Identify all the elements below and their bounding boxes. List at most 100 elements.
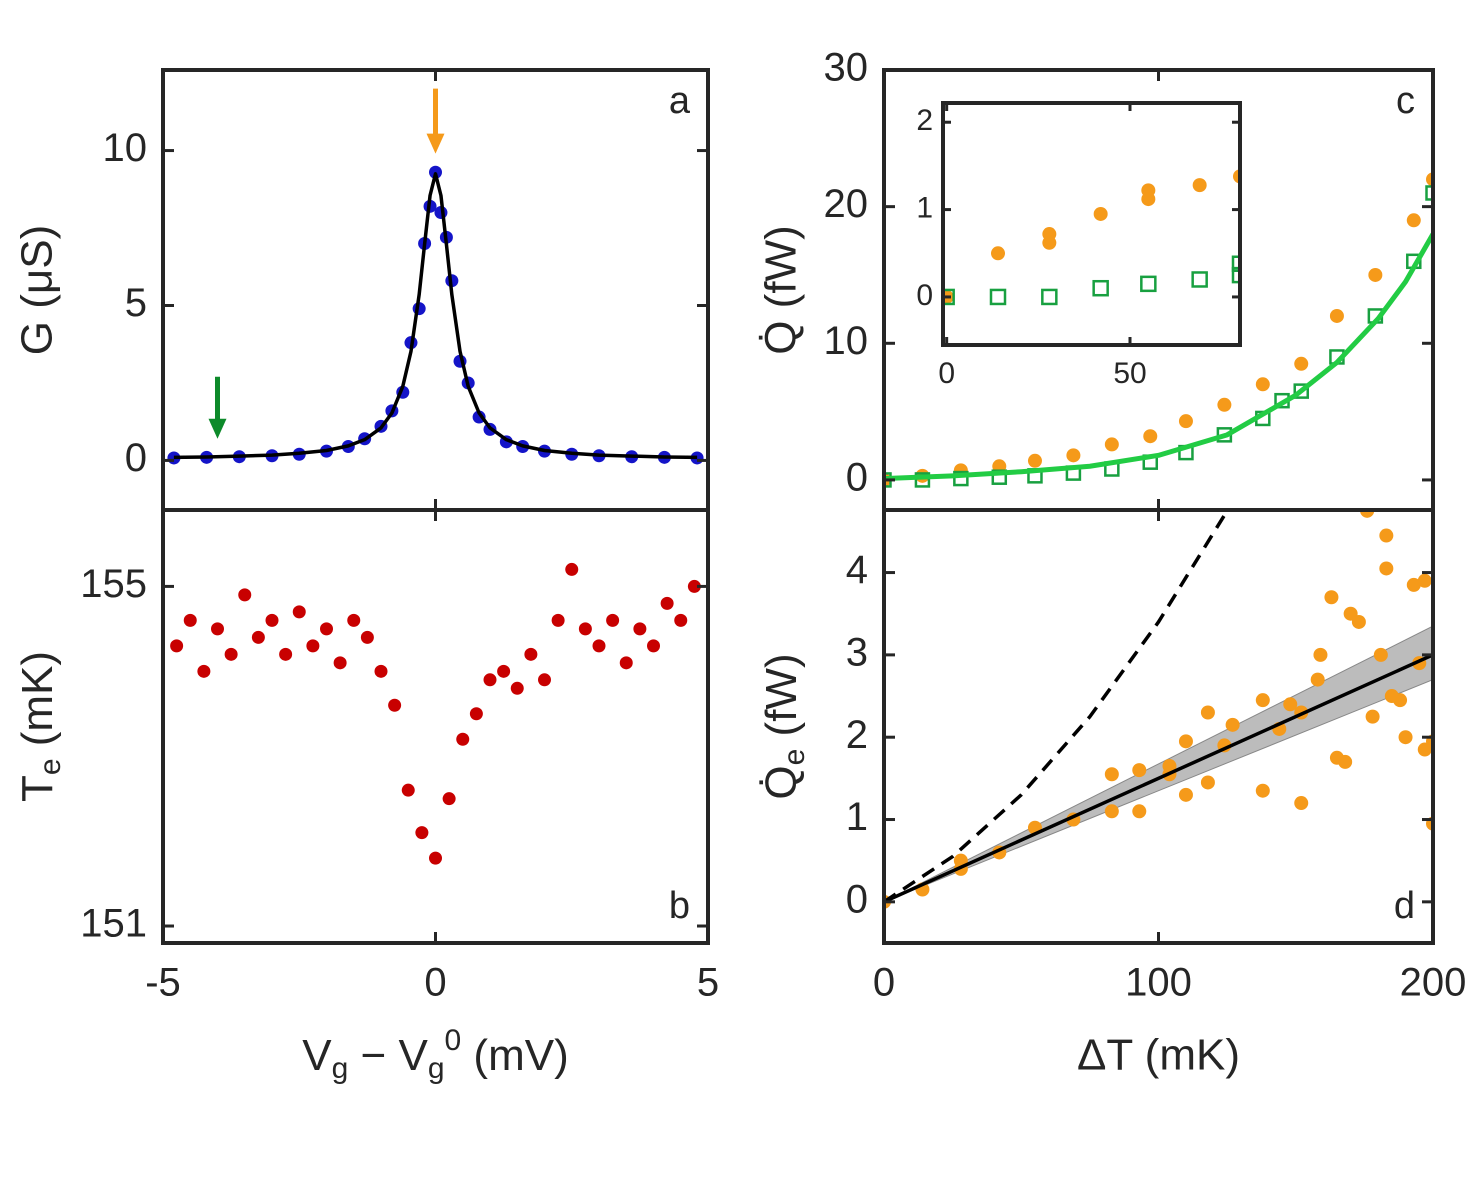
point [1379,528,1394,543]
point [1324,590,1339,605]
label-part: (fW) [757,653,806,748]
point [1143,429,1158,444]
point [360,630,374,644]
point [578,622,592,636]
point [415,826,429,840]
y-axis-label: Te (mK) [13,651,67,802]
plot-area [943,103,1240,345]
label-part: 0 [445,1024,462,1057]
label-part: e [778,749,811,766]
fit-line [884,232,1433,482]
point [238,588,252,602]
label-part: g [428,1052,445,1085]
square-marker [1092,279,1109,297]
point [633,622,647,636]
y-tick-label: 0 [846,456,868,500]
point [1093,206,1108,221]
point [1373,647,1388,662]
point [1406,213,1421,228]
y-tick-label: 10 [103,126,148,170]
point [211,622,224,636]
y-tick-label: 0 [125,436,147,480]
point [1417,573,1432,588]
plot-layer [167,165,704,465]
panel-label: a [669,80,691,122]
y-tick-label: 20 [824,182,869,226]
plot-layer [884,510,1433,909]
point [1225,717,1240,732]
point [1132,763,1147,778]
point [1368,267,1383,282]
point [401,783,415,797]
point [333,656,347,670]
point [1365,709,1380,724]
point [374,664,388,678]
point [279,647,293,661]
square-marker [1293,383,1309,399]
point [1398,730,1413,745]
y-axis-label: G (μS) [13,225,62,355]
point [565,562,579,576]
x-axis-label: ΔT (mK) [1077,1031,1240,1080]
point [429,851,442,865]
plot-area [884,510,1433,943]
point [1132,804,1147,819]
point [183,613,197,627]
y-tick-label: 2 [846,713,868,757]
y-tick-label: 1 [916,192,933,225]
point [347,613,361,627]
point [1104,804,1119,819]
point [592,639,606,653]
square-marker [1425,185,1433,201]
point [306,639,320,653]
y-axis-label: Q̇ (fW) [757,225,806,355]
point [265,613,279,627]
point [1192,178,1207,193]
point [1338,754,1353,769]
y-tick-label: 10 [824,319,869,363]
point [388,698,402,712]
point [1313,647,1328,662]
point [456,732,470,746]
square-marker [989,288,1007,306]
point [292,605,306,619]
point [1104,767,1119,782]
point [197,664,211,678]
y-tick-label: 5 [125,281,147,325]
plot-layer [884,172,1433,488]
label-part: T [13,775,62,802]
panel-label: d [1394,885,1415,927]
point [1104,437,1119,452]
square-marker [1041,288,1058,306]
point [320,622,333,636]
point [1351,614,1366,629]
point [687,579,701,593]
y-axis-label: Q̇e (fW) [757,653,811,799]
label-part: V [302,1031,332,1080]
point [1178,414,1193,429]
point [1329,308,1344,323]
y-tick-label: 2 [916,104,933,137]
point [510,681,524,695]
label-part: − V [348,1031,428,1080]
point [1200,705,1215,720]
square-marker [1191,271,1208,288]
point [660,596,674,610]
square-marker [1231,255,1240,273]
y-tick-label: 4 [846,548,868,592]
point [1379,561,1394,576]
plot-layer [170,562,701,865]
point [1178,734,1193,749]
point [1042,227,1057,242]
point [497,664,511,678]
label-part: (mV) [461,1031,569,1080]
point [551,613,565,627]
label-part: (mK) [13,651,62,759]
y-tick-label: 0 [916,279,933,312]
point [1393,693,1408,708]
arrow-head [426,133,445,154]
point [1406,577,1421,592]
point [606,613,620,627]
x-tick-label: 0 [873,961,895,1005]
